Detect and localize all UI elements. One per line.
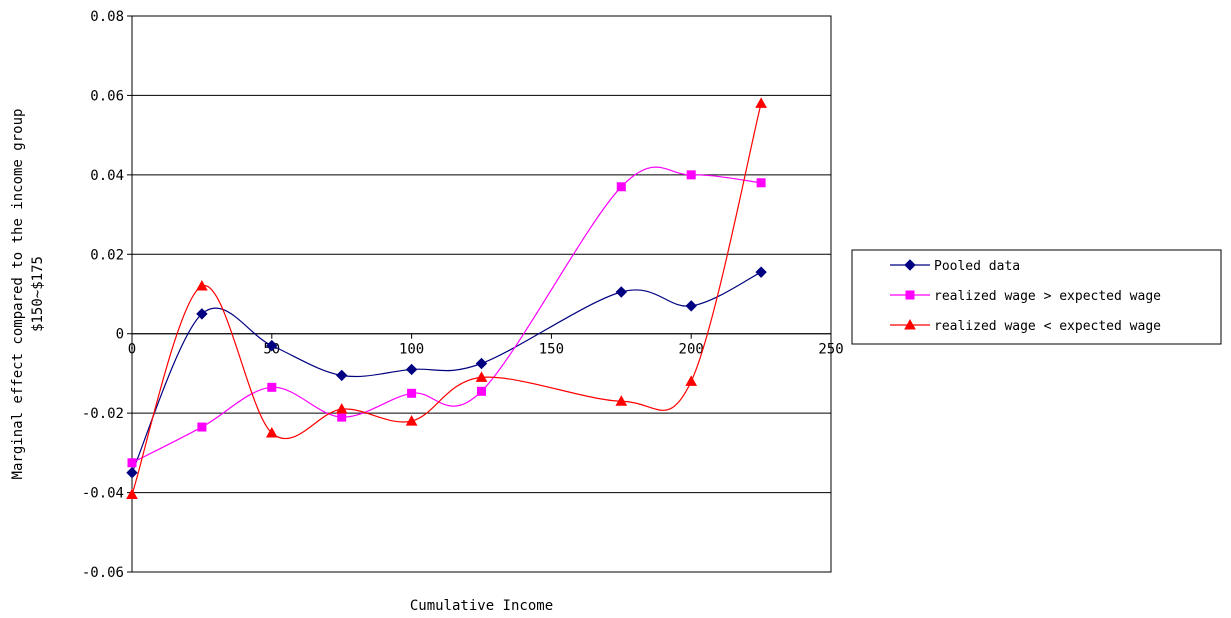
y-tick-label: -0.02 (82, 406, 124, 422)
data-point (477, 386, 486, 396)
data-point (337, 412, 347, 422)
data-point (405, 363, 418, 376)
grid-lines (132, 94, 831, 494)
data-point (127, 458, 137, 468)
y-axis-title-line-2: $150~$175 (30, 256, 46, 332)
legend-label: Pooled data (934, 259, 1020, 274)
data-point (685, 300, 697, 312)
y-axis: -0.06 -0.04 -0.02 0 0.02 0.04 0.06 0.08 (82, 9, 132, 581)
series-line-2 (131, 166, 762, 464)
x-axis-title: Cumulative Income (410, 598, 553, 614)
data-point (615, 395, 628, 406)
legend-swatch-marker (904, 318, 916, 330)
legend-items: Pooled data realized wage > expected wage… (890, 259, 1161, 334)
y-tick-label: 0.08 (90, 9, 124, 25)
series-2-markers (127, 170, 766, 468)
x-tick-label: 0 (128, 342, 136, 358)
data-point (126, 467, 138, 479)
legend-item: Pooled data (890, 259, 1020, 274)
data-point (616, 182, 626, 192)
x-tick-label: 200 (679, 342, 704, 358)
data-point (335, 403, 348, 414)
legend-swatch-marker (904, 259, 916, 271)
data-point (267, 382, 277, 392)
data-point (755, 97, 767, 108)
data-point (475, 371, 488, 382)
y-tick-label: 0 (116, 327, 124, 343)
data-point (197, 422, 207, 432)
y-tick-label: 0.04 (90, 168, 124, 184)
legend-item: realized wage > expected wage (890, 289, 1161, 304)
data-point (265, 426, 278, 438)
data-point (686, 170, 696, 180)
data-point (756, 178, 766, 188)
data-point (126, 488, 138, 500)
data-point (615, 286, 628, 298)
data-point (196, 280, 208, 291)
data-point (196, 308, 208, 320)
series-3-markers (126, 97, 767, 500)
y-axis-title-line-1: Marginal effect compared to the income g… (10, 109, 26, 480)
x-tick-label: 100 (399, 342, 424, 358)
legend-swatch-marker (905, 290, 915, 300)
data-point (755, 266, 767, 278)
legend-label: realized wage > expected wage (934, 289, 1161, 304)
x-tick-label: 150 (539, 342, 564, 358)
y-tick-label: 0.02 (90, 247, 124, 263)
y-axis-title: Marginal effect compared to the income g… (10, 109, 46, 480)
data-point (475, 357, 488, 370)
y-tick-label: -0.04 (82, 486, 124, 502)
data-point (685, 375, 698, 386)
series-lines (131, 103, 762, 495)
legend-item: realized wage < expected wage (890, 318, 1161, 334)
series-line-1 (131, 271, 762, 473)
x-tick-label: 250 (818, 342, 843, 358)
series-markers (126, 97, 767, 500)
legend: Pooled data realized wage > expected wage… (851, 249, 1222, 345)
legend-label: realized wage < expected wage (934, 319, 1161, 334)
y-tick-label: 0.06 (90, 88, 124, 104)
plot-frame (131, 15, 832, 573)
series-1-markers (126, 266, 767, 479)
x-axis: 050100150200250 (128, 333, 844, 358)
data-point (266, 339, 278, 352)
series-line-3 (131, 103, 762, 495)
data-point (407, 388, 417, 398)
data-point (405, 415, 418, 426)
y-tick-label: -0.06 (82, 565, 124, 581)
data-point (335, 369, 348, 382)
